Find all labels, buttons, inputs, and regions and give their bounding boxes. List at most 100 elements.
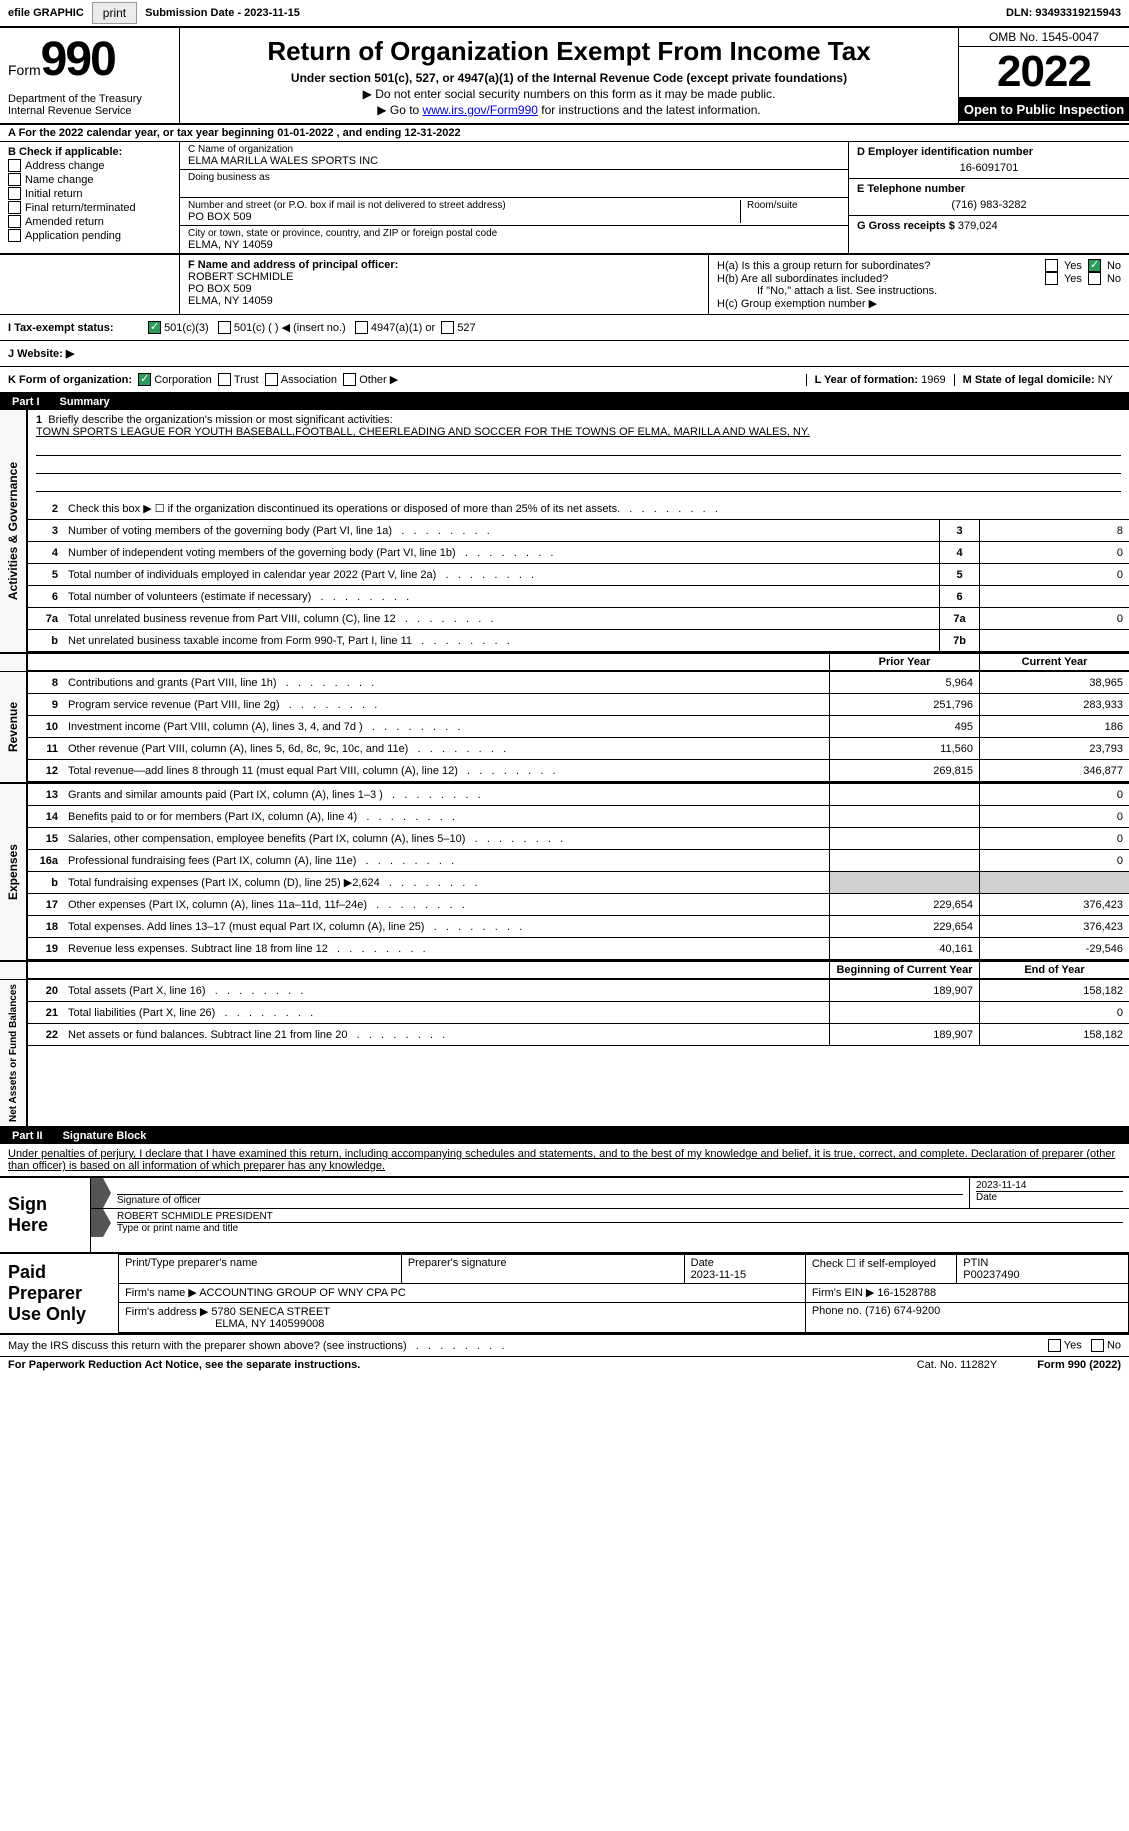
chk-501c3[interactable] [148, 321, 161, 334]
tax-status-label: I Tax-exempt status: [8, 322, 148, 334]
chk-501c[interactable] [218, 321, 231, 334]
website-label: J Website: ▶ [8, 347, 74, 360]
summary-row: 12Total revenue—add lines 8 through 11 (… [28, 760, 1129, 782]
summary-row: bNet unrelated business taxable income f… [28, 630, 1129, 652]
irs-link[interactable]: www.irs.gov/Form990 [423, 103, 538, 117]
discuss-no-chk[interactable] [1091, 1339, 1104, 1352]
sign-here-block: Sign Here Signature of officer 2023-11-1… [0, 1176, 1129, 1254]
form-note-2: ▶ Go to www.irs.gov/Form990 for instruct… [188, 103, 950, 117]
tax-year: 2022 [959, 47, 1129, 98]
discuss-yes-chk[interactable] [1048, 1339, 1061, 1352]
officer-label: F Name and address of principal officer: [188, 259, 700, 271]
summary-row: 20Total assets (Part X, line 16)189,9071… [28, 980, 1129, 1002]
sig-name: ROBERT SCHMIDLE PRESIDENT [117, 1211, 1123, 1222]
chk-corporation[interactable] [138, 373, 151, 386]
summary-row: 11Other revenue (Part VIII, column (A), … [28, 738, 1129, 760]
row-k-org-form: K Form of organization: Corporation Trus… [0, 367, 1129, 394]
phone-value: (716) 983-3282 [857, 199, 1121, 211]
gross-value: 379,024 [958, 220, 998, 232]
netassets-section: Net Assets or Fund Balances 20Total asse… [0, 980, 1129, 1128]
col-b-header: B Check if applicable: [8, 146, 171, 158]
row-i-tax-status: I Tax-exempt status: 501(c)(3) 501(c) ( … [0, 315, 1129, 341]
chk-amended-return[interactable]: Amended return [8, 215, 171, 228]
state-domicile: NY [1098, 374, 1113, 386]
firm-phone: (716) 674-9200 [865, 1305, 940, 1317]
paid-preparer-label: Paid Preparer Use Only [0, 1254, 118, 1333]
chk-address-change[interactable]: Address change [8, 159, 171, 172]
year-formation-label: L Year of formation: [815, 374, 919, 386]
begin-year-header: Beginning of Current Year [829, 962, 979, 978]
summary-row: 15Salaries, other compensation, employee… [28, 828, 1129, 850]
year-formation: 1969 [921, 374, 945, 386]
chk-initial-return[interactable]: Initial return [8, 187, 171, 200]
mission-block: 1 Briefly describe the organization's mi… [28, 410, 1129, 498]
chk-name-change[interactable]: Name change [8, 173, 171, 186]
hb-yes-chk[interactable] [1045, 272, 1058, 285]
sign-here-label: Sign Here [0, 1178, 90, 1252]
col-b-checkboxes: B Check if applicable: Address change Na… [0, 142, 180, 253]
section-a-period: A For the 2022 calendar year, or tax yea… [0, 125, 1129, 142]
self-employed-label: Check ☐ if self-employed [812, 1258, 936, 1270]
form-note-1: ▶ Do not enter social security numbers o… [188, 87, 950, 101]
state-domicile-label: M State of legal domicile: [963, 374, 1095, 386]
org-name: ELMA MARILLA WALES SPORTS INC [188, 155, 840, 167]
chk-4947[interactable] [355, 321, 368, 334]
mission-num: 1 [36, 414, 42, 426]
ein-value: 16-6091701 [857, 162, 1121, 174]
top-bar: efile GRAPHIC print Submission Date - 20… [0, 0, 1129, 28]
summary-row: 8Contributions and grants (Part VIII, li… [28, 672, 1129, 694]
governance-side-label: Activities & Governance [6, 458, 20, 604]
expenses-side-label: Expenses [6, 840, 20, 904]
paid-preparer-table: Print/Type preparer's name Preparer's si… [118, 1254, 1129, 1333]
ein-label: D Employer identification number [857, 146, 1121, 158]
summary-row: 2Check this box ▶ ☐ if the organization … [28, 498, 1129, 520]
form-title: Return of Organization Exempt From Incom… [188, 36, 950, 67]
sig-declaration: Under penalties of perjury, I declare th… [0, 1144, 1129, 1176]
dln-value: DLN: 93493319215943 [1006, 7, 1121, 19]
firm-name: ACCOUNTING GROUP OF WNY CPA PC [199, 1287, 406, 1299]
part-1-tab: Part I [8, 396, 44, 408]
prior-year-header: Prior Year [829, 654, 979, 670]
summary-row: 5Total number of individuals employed in… [28, 564, 1129, 586]
print-button[interactable]: print [92, 2, 137, 24]
chk-final-return[interactable]: Final return/terminated [8, 201, 171, 214]
end-year-header: End of Year [979, 962, 1129, 978]
ha-no-chk[interactable] [1088, 259, 1101, 272]
public-inspection: Open to Public Inspection [959, 98, 1129, 121]
hb-label: H(b) Are all subordinates included? [717, 273, 1039, 285]
sig-date: 2023-11-14 [976, 1180, 1123, 1191]
info-grid: B Check if applicable: Address change Na… [0, 142, 1129, 255]
chk-527[interactable] [441, 321, 454, 334]
discuss-row: May the IRS discuss this return with the… [0, 1335, 1129, 1357]
chk-other[interactable] [343, 373, 356, 386]
summary-row: 6Total number of volunteers (estimate if… [28, 586, 1129, 608]
omb-number: OMB No. 1545-0047 [959, 28, 1129, 47]
form-number-block: Form 990 Department of the Treasury Inte… [0, 28, 180, 123]
phone-label: E Telephone number [857, 183, 1121, 195]
cat-number: Cat. No. 11282Y [917, 1359, 998, 1371]
form-page-label: Form 990 (2022) [1037, 1359, 1121, 1371]
part-1-header: Part I Summary [0, 394, 1129, 410]
ha-label: H(a) Is this a group return for subordin… [717, 260, 1039, 272]
chk-application-pending[interactable]: Application pending [8, 229, 171, 242]
mission-label: Briefly describe the organization's miss… [48, 414, 392, 426]
officer-name: ROBERT SCHMIDLE [188, 271, 700, 283]
revenue-section: Revenue 8Contributions and grants (Part … [0, 672, 1129, 784]
org-name-label: C Name of organization [188, 144, 840, 155]
section-h: H(a) Is this a group return for subordin… [709, 255, 1129, 314]
submission-date: Submission Date - 2023-11-15 [145, 7, 300, 19]
hb-no-chk[interactable] [1088, 272, 1101, 285]
preparer-date: 2023-11-15 [691, 1269, 746, 1281]
summary-row: 17Other expenses (Part IX, column (A), l… [28, 894, 1129, 916]
efile-label: efile GRAPHIC [8, 7, 84, 19]
summary-row: bTotal fundraising expenses (Part IX, co… [28, 872, 1129, 894]
form-subtitle: Under section 501(c), 527, or 4947(a)(1)… [188, 71, 950, 85]
arrow-icon [91, 1178, 111, 1208]
mission-text: TOWN SPORTS LEAGUE FOR YOUTH BASEBALL,FO… [36, 426, 1121, 438]
chk-trust[interactable] [218, 373, 231, 386]
chk-association[interactable] [265, 373, 278, 386]
ha-yes-chk[interactable] [1045, 259, 1058, 272]
row-f-h: F Name and address of principal officer:… [0, 255, 1129, 315]
summary-row: 21Total liabilities (Part X, line 26)0 [28, 1002, 1129, 1024]
sig-officer-label: Signature of officer [117, 1194, 963, 1206]
